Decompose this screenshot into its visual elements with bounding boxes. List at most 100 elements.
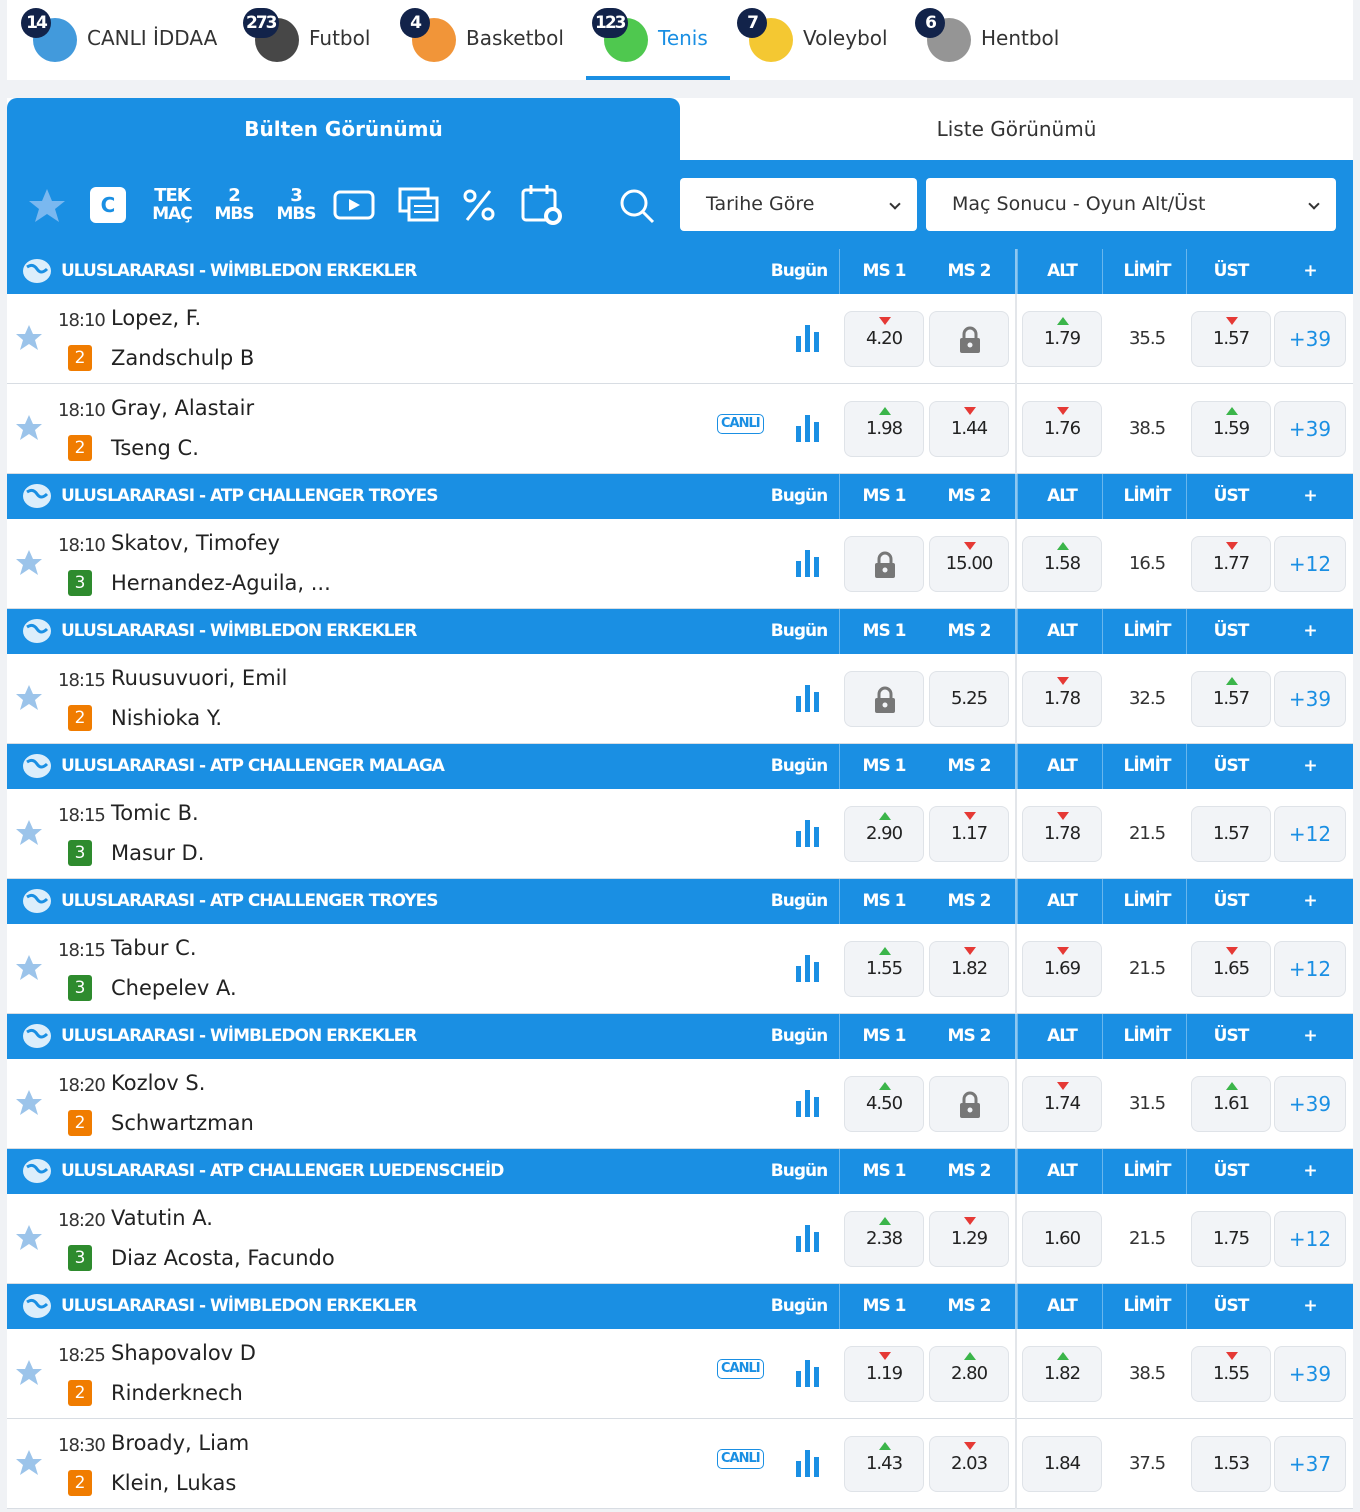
odd-button[interactable]: 2.80 — [929, 1346, 1009, 1402]
column-divider — [1102, 609, 1103, 654]
stats-button[interactable] — [795, 1357, 827, 1389]
odd-button[interactable]: 1.78 — [1022, 671, 1102, 727]
odd-button[interactable]: 2.38 — [844, 1211, 924, 1267]
more-bets-button[interactable]: +39 — [1274, 671, 1346, 727]
favorite-star[interactable] — [15, 549, 43, 577]
odd-button[interactable]: 1.57 — [1191, 311, 1271, 367]
column-header: MS 2 — [947, 1026, 992, 1046]
odd-button[interactable]: 1.59 — [1191, 401, 1271, 457]
toolbar-btn[interactable]: 2 MBS — [209, 186, 259, 228]
odd-button[interactable]: 1.82 — [1022, 1346, 1102, 1402]
odd-button[interactable]: 15.00 — [929, 536, 1009, 592]
stats-icon[interactable] — [397, 186, 441, 224]
odd-button[interactable]: 1.58 — [1022, 536, 1102, 592]
view-tab[interactable]: Liste Görünümü — [680, 98, 1353, 160]
odd-button[interactable]: 1.82 — [929, 941, 1009, 997]
more-bets-button[interactable]: +39 — [1274, 1076, 1346, 1132]
single-bet-btn[interactable]: C — [90, 187, 126, 223]
filter-dropdown[interactable]: Maç Sonucu - Oyun Alt/Üst — [926, 178, 1336, 231]
column-divider — [1015, 1284, 1017, 1329]
view-tab[interactable]: Bülten Görünümü — [7, 98, 680, 160]
toolbar-btn[interactable]: TEK MAÇ — [147, 186, 197, 228]
stats-button[interactable] — [795, 1222, 827, 1254]
odd-button[interactable]: 1.53 — [1191, 1436, 1271, 1492]
odd-button[interactable]: 1.77 — [1191, 536, 1271, 592]
more-bets-button[interactable]: +12 — [1274, 941, 1346, 997]
sport-tab[interactable]: 7 Voleybol — [737, 0, 897, 80]
search-icon[interactable] — [617, 186, 657, 226]
sport-tab[interactable]: 6 Hentbol — [915, 0, 1075, 80]
filter-dropdown[interactable]: Tarihe Göre — [680, 178, 917, 231]
stats-button[interactable] — [795, 682, 827, 714]
odd-button[interactable]: 1.79 — [1022, 311, 1102, 367]
stats-button[interactable] — [795, 547, 827, 579]
odd-button[interactable]: 1.57 — [1191, 806, 1271, 862]
more-bets-button[interactable]: +37 — [1274, 1436, 1346, 1492]
odd-button[interactable]: 1.19 — [844, 1346, 924, 1402]
sport-tab[interactable]: 273 Futbol — [243, 0, 403, 80]
sport-tab[interactable]: 4 Basketbol — [400, 0, 564, 80]
sport-tab[interactable]: 14 CANLI İDDAA — [21, 0, 217, 80]
odd-button[interactable]: 2.90 — [844, 806, 924, 862]
favorite-star[interactable] — [15, 954, 43, 982]
toolbar-btn[interactable]: 3 MBS — [271, 186, 321, 228]
calendar-icon[interactable] — [519, 182, 565, 228]
more-bets-button[interactable]: +12 — [1274, 536, 1346, 592]
odd-button[interactable] — [844, 536, 924, 592]
odd-button[interactable] — [929, 1076, 1009, 1132]
odd-button[interactable]: 4.20 — [844, 311, 924, 367]
odd-button[interactable]: 1.75 — [1191, 1211, 1271, 1267]
stats-button[interactable] — [795, 817, 827, 849]
favorite-star[interactable] — [15, 1449, 43, 1477]
odd-button[interactable]: 1.55 — [844, 941, 924, 997]
stats-button[interactable] — [795, 1447, 827, 1479]
trend-down — [964, 407, 976, 415]
odd-button[interactable]: 5.25 — [929, 671, 1009, 727]
odd-value: 2.03 — [950, 1453, 988, 1474]
stats-button[interactable] — [795, 412, 827, 444]
favorite-star[interactable] — [15, 819, 43, 847]
odd-button[interactable]: 1.84 — [1022, 1436, 1102, 1492]
odd-button[interactable]: 1.55 — [1191, 1346, 1271, 1402]
favorite-star[interactable] — [15, 1359, 43, 1387]
odd-button[interactable] — [929, 311, 1009, 367]
odd-button[interactable]: 1.61 — [1191, 1076, 1271, 1132]
stats-button[interactable] — [795, 952, 827, 984]
odd-button[interactable]: 1.78 — [1022, 806, 1102, 862]
odd-button[interactable]: 1.43 — [844, 1436, 924, 1492]
percent-icon[interactable] — [460, 186, 500, 226]
odd-value: 1.65 — [1212, 958, 1250, 979]
favorite-star[interactable] — [15, 324, 43, 352]
odd-button[interactable]: 1.65 — [1191, 941, 1271, 997]
video-icon[interactable] — [332, 188, 376, 222]
odd-button[interactable]: 1.69 — [1022, 941, 1102, 997]
more-bets-button[interactable]: +12 — [1274, 806, 1346, 862]
favorite-star[interactable] — [15, 414, 43, 442]
stats-button[interactable] — [795, 322, 827, 354]
odd-button[interactable]: 1.17 — [929, 806, 1009, 862]
trend-down — [964, 812, 976, 820]
odd-button[interactable] — [844, 671, 924, 727]
more-bets-button[interactable]: +39 — [1274, 1346, 1346, 1402]
more-bets-button[interactable]: +39 — [1274, 311, 1346, 367]
odd-button[interactable]: 4.50 — [844, 1076, 924, 1132]
odd-button[interactable]: 1.57 — [1191, 671, 1271, 727]
sport-tab[interactable]: 123 Tenis — [586, 0, 732, 80]
stats-button[interactable] — [795, 1087, 827, 1119]
column-divider — [1017, 609, 1018, 654]
odd-button[interactable]: 1.29 — [929, 1211, 1009, 1267]
odd-button[interactable]: 1.74 — [1022, 1076, 1102, 1132]
more-bets-button[interactable]: +39 — [1274, 401, 1346, 457]
toolbar-btn-label: TEK — [154, 185, 191, 206]
column-divider — [1017, 879, 1018, 924]
favorites-icon[interactable] — [27, 186, 67, 226]
odd-button[interactable]: 1.98 — [844, 401, 924, 457]
favorite-star[interactable] — [15, 1224, 43, 1252]
odd-button[interactable]: 1.76 — [1022, 401, 1102, 457]
favorite-star[interactable] — [15, 684, 43, 712]
more-bets-button[interactable]: +12 — [1274, 1211, 1346, 1267]
odd-button[interactable]: 1.60 — [1022, 1211, 1102, 1267]
odd-button[interactable]: 1.44 — [929, 401, 1009, 457]
odd-button[interactable]: 2.03 — [929, 1436, 1009, 1492]
favorite-star[interactable] — [15, 1089, 43, 1117]
